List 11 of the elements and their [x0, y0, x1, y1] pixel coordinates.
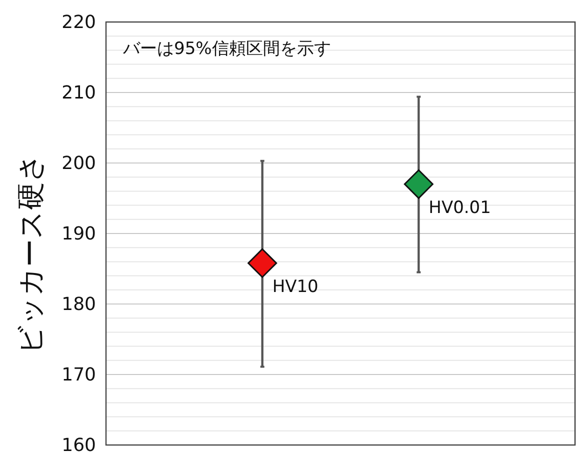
series-label: HV10: [272, 277, 318, 298]
series-label: HV0.01: [428, 198, 491, 218]
y-tick-label: 220: [62, 12, 96, 33]
y-tick-label: 200: [62, 153, 96, 174]
y-tick-label: 180: [62, 294, 96, 315]
y-tick-label: 210: [62, 82, 96, 104]
y-tick-label: 170: [62, 364, 96, 386]
y-axis-title: ビッカース硬さ: [14, 153, 47, 354]
y-tick-label: 160: [62, 435, 96, 455]
y-tick-label: 190: [62, 224, 96, 244]
annotation: バーは95%信頼区間を示す: [122, 39, 331, 59]
